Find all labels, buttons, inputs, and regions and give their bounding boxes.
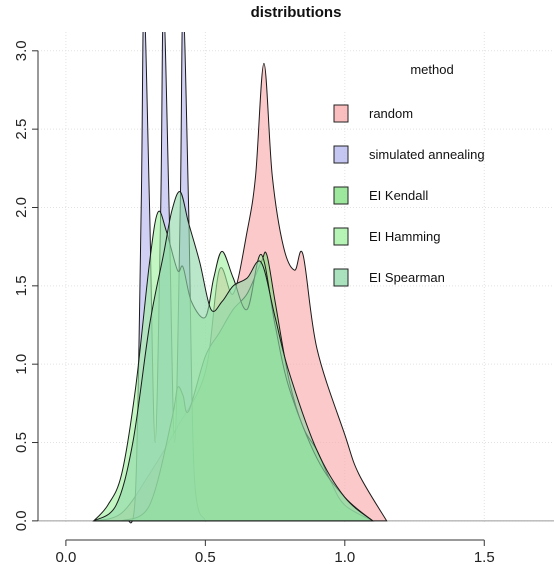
legend-label-3: EI Hamming [369, 229, 441, 244]
x-tick-label-3: 1.5 [474, 549, 495, 565]
legend-label-1: simulated annealing [369, 147, 485, 162]
legend: method random simulated annealing EI Kendal… [333, 62, 485, 287]
legend-label-4: EI Spearman [369, 270, 445, 285]
legend-swatch-3 [333, 227, 349, 246]
legend-label-2: EI Kendall [369, 188, 428, 203]
x-tick-label-1: 0.5 [195, 549, 216, 565]
series-area-4 [92, 191, 375, 522]
legend-swatch-2 [333, 186, 349, 205]
x-tick-label-2: 1.0 [334, 549, 355, 565]
y-tick-label-4: 2.0 [13, 197, 30, 218]
y-tick-label-3: 1.5 [13, 275, 30, 296]
chart-title: distributions [251, 4, 342, 21]
y-tick-label-0: 0.0 [13, 510, 30, 531]
density-areas [92, 32, 388, 524]
x-tick-label-0: 0.0 [55, 549, 76, 565]
axes: 0.0 0.5 1.0 1.5 2.0 2.5 3.0 0.0 0.5 1.0 1.5 [13, 40, 495, 565]
legend-label-0: random [369, 106, 413, 121]
y-tick-label-5: 2.5 [13, 119, 30, 140]
y-tick-label-2: 1.0 [13, 354, 30, 375]
legend-swatch-0 [333, 104, 349, 123]
y-tick-label-6: 3.0 [13, 40, 30, 61]
legend-swatch-1 [333, 145, 349, 164]
legend-swatch-4 [333, 268, 349, 287]
legend-title: method [410, 62, 453, 77]
y-tick-label-1: 0.5 [13, 432, 30, 453]
